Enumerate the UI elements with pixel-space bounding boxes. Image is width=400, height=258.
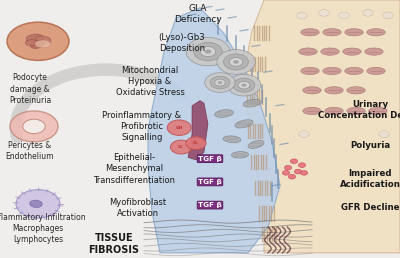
Circle shape xyxy=(298,163,306,167)
Circle shape xyxy=(288,174,296,179)
Circle shape xyxy=(238,81,250,89)
Circle shape xyxy=(194,42,222,61)
Circle shape xyxy=(379,131,389,138)
Circle shape xyxy=(16,190,60,218)
Ellipse shape xyxy=(30,200,42,207)
Text: Podocyte
damage &
Proteinuria: Podocyte damage & Proteinuria xyxy=(9,74,51,104)
Text: GFR Decline: GFR Decline xyxy=(341,203,399,212)
Text: Impaired
Acidification: Impaired Acidification xyxy=(340,169,400,189)
Ellipse shape xyxy=(367,29,385,36)
Text: TGF β: TGF β xyxy=(198,179,222,185)
Ellipse shape xyxy=(347,87,365,94)
Ellipse shape xyxy=(215,110,233,117)
Ellipse shape xyxy=(345,29,363,36)
Circle shape xyxy=(290,159,298,164)
Text: Polyuria: Polyuria xyxy=(350,141,390,150)
Ellipse shape xyxy=(301,67,319,75)
Ellipse shape xyxy=(223,136,241,143)
Text: O₂: O₂ xyxy=(193,141,199,145)
Text: TGF β: TGF β xyxy=(198,202,222,208)
Text: Epithelial-
Mesenchymal
Transdifferentiation: Epithelial- Mesenchymal Transdifferentia… xyxy=(93,154,175,184)
Circle shape xyxy=(217,50,255,74)
Text: O₂⁻: O₂⁻ xyxy=(177,145,185,149)
Ellipse shape xyxy=(347,107,365,115)
Ellipse shape xyxy=(343,48,361,55)
Ellipse shape xyxy=(35,36,51,44)
Circle shape xyxy=(363,10,373,16)
Circle shape xyxy=(170,140,192,154)
Circle shape xyxy=(23,119,45,134)
Ellipse shape xyxy=(303,87,321,94)
Text: Myofibroblast
Activation: Myofibroblast Activation xyxy=(110,198,166,218)
Text: OH: OH xyxy=(176,126,183,130)
Polygon shape xyxy=(148,8,280,253)
Ellipse shape xyxy=(325,107,343,115)
Circle shape xyxy=(299,131,309,138)
Polygon shape xyxy=(188,101,208,160)
Circle shape xyxy=(205,50,211,54)
Ellipse shape xyxy=(30,40,44,49)
Circle shape xyxy=(233,60,239,64)
Circle shape xyxy=(339,12,349,19)
Circle shape xyxy=(218,81,222,84)
Ellipse shape xyxy=(235,120,253,128)
Text: Proinflammatory &
Profibrotic
Signalling: Proinflammatory & Profibrotic Signalling xyxy=(102,111,182,142)
Ellipse shape xyxy=(321,48,339,55)
Ellipse shape xyxy=(7,22,69,60)
Ellipse shape xyxy=(26,34,44,43)
Circle shape xyxy=(186,137,206,150)
Text: GLA
Deficiency: GLA Deficiency xyxy=(174,4,222,24)
Ellipse shape xyxy=(303,107,321,115)
Circle shape xyxy=(227,74,261,96)
Text: TGF β: TGF β xyxy=(198,156,222,162)
Circle shape xyxy=(200,47,216,57)
Ellipse shape xyxy=(232,151,248,158)
Ellipse shape xyxy=(325,87,343,94)
Ellipse shape xyxy=(25,40,37,45)
Circle shape xyxy=(229,58,243,66)
Circle shape xyxy=(205,73,235,92)
Ellipse shape xyxy=(365,48,383,55)
Circle shape xyxy=(210,76,230,89)
Circle shape xyxy=(300,171,308,175)
Circle shape xyxy=(282,171,290,175)
Circle shape xyxy=(242,84,246,87)
Ellipse shape xyxy=(301,29,319,36)
Circle shape xyxy=(297,12,307,19)
Ellipse shape xyxy=(35,40,51,48)
Ellipse shape xyxy=(369,107,387,115)
Ellipse shape xyxy=(323,29,341,36)
Text: (Lyso)-Gb3
Deposition: (Lyso)-Gb3 Deposition xyxy=(159,33,205,53)
Circle shape xyxy=(294,169,302,174)
Ellipse shape xyxy=(243,99,261,107)
Circle shape xyxy=(233,78,255,92)
Text: Pericytes &
Endothelium: Pericytes & Endothelium xyxy=(6,141,54,161)
Text: Urinary
Concentration Defect: Urinary Concentration Defect xyxy=(318,100,400,120)
Text: TISSUE
FIBROSIS: TISSUE FIBROSIS xyxy=(88,233,140,255)
Circle shape xyxy=(10,111,58,142)
Circle shape xyxy=(224,54,248,70)
Text: Mitochondrial
Hypoxia &
Oxidative Stress: Mitochondrial Hypoxia & Oxidative Stress xyxy=(116,66,184,97)
Circle shape xyxy=(215,79,225,86)
Circle shape xyxy=(383,12,393,19)
Ellipse shape xyxy=(323,67,341,75)
Circle shape xyxy=(167,120,191,135)
Ellipse shape xyxy=(299,48,317,55)
Ellipse shape xyxy=(248,141,264,148)
Polygon shape xyxy=(244,0,400,253)
Ellipse shape xyxy=(367,67,385,75)
Circle shape xyxy=(319,10,329,16)
Circle shape xyxy=(284,165,292,170)
Ellipse shape xyxy=(345,67,363,75)
Text: Inflammatory Infiltration
Macrophages
Lymphocytes: Inflammatory Infiltration Macrophages Ly… xyxy=(0,213,85,244)
Circle shape xyxy=(186,37,230,66)
